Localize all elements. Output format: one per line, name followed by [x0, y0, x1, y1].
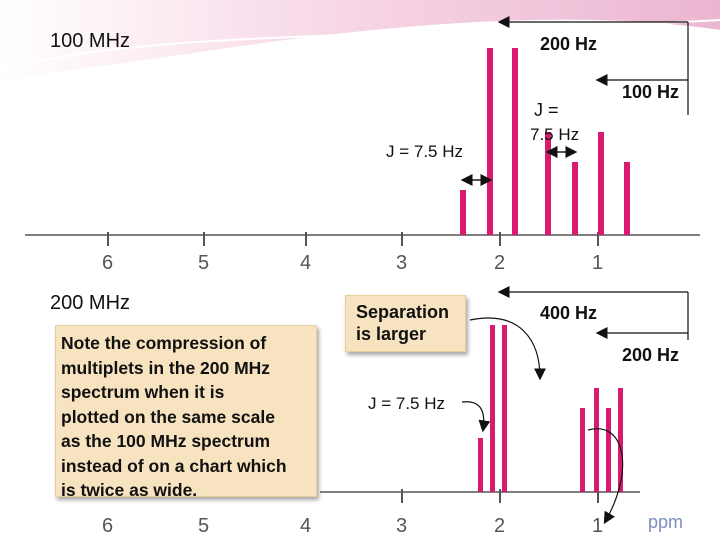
bottom-tick-label: 3 [396, 515, 408, 537]
top-width-label-right: 100 Hz [622, 82, 680, 102]
peak [598, 132, 604, 235]
bottom-tick-label: 2 [494, 515, 506, 537]
top-j-label-right-line2: 7.5 Hz [530, 125, 580, 144]
peak [572, 162, 578, 235]
peak [460, 190, 466, 235]
top-j-label-right-line1: J = [534, 100, 559, 120]
header-banner [0, 0, 720, 82]
top-axis-ticks [107, 232, 599, 246]
top-tick-label: 4 [300, 252, 312, 274]
peak [624, 162, 630, 235]
ppm-unit-label: ppm [648, 512, 684, 532]
top-tick-label: 6 [102, 252, 114, 274]
top-field-label: 100 MHz [50, 30, 131, 52]
top-spectrum-peaks [460, 48, 630, 235]
bottom-width-label-right: 200 Hz [622, 345, 680, 365]
bottom-tick-label: 5 [198, 515, 210, 537]
bottom-width-label: 400 Hz [540, 303, 598, 323]
peak [487, 48, 493, 235]
bottom-spectrum-peaks [478, 325, 623, 492]
bottom-j-label: J = 7.5 Hz [368, 394, 446, 413]
top-tick-label: 5 [198, 252, 210, 274]
top-width-label: 200 Hz [540, 34, 598, 54]
peak [478, 438, 483, 492]
top-tick-label: 3 [396, 252, 408, 274]
bottom-axis-ticks [401, 489, 599, 503]
bottom-tick-label: 1 [592, 515, 604, 537]
curved-arrows [461, 317, 624, 525]
bottom-field-label: 200 MHz [50, 292, 131, 314]
bottom-tick-label: 4 [300, 515, 312, 537]
peak [606, 408, 611, 492]
separation-box: Separation is larger [345, 295, 466, 352]
peak [490, 325, 495, 492]
peak [545, 132, 551, 235]
bottom-tick-label: 6 [102, 515, 114, 537]
peak [502, 325, 507, 492]
top-tick-label: 1 [592, 252, 604, 274]
top-j-label-left: J = 7.5 Hz [386, 142, 464, 161]
coupling-arrows [460, 146, 578, 186]
width-arrows [497, 16, 689, 340]
note-box: Note the compression of multiplets in th… [55, 325, 317, 500]
header-swoosh [0, 19, 720, 71]
peak [594, 388, 599, 492]
peak [580, 408, 585, 492]
peak [618, 388, 623, 492]
peak [512, 48, 518, 235]
top-tick-label: 2 [494, 252, 506, 274]
